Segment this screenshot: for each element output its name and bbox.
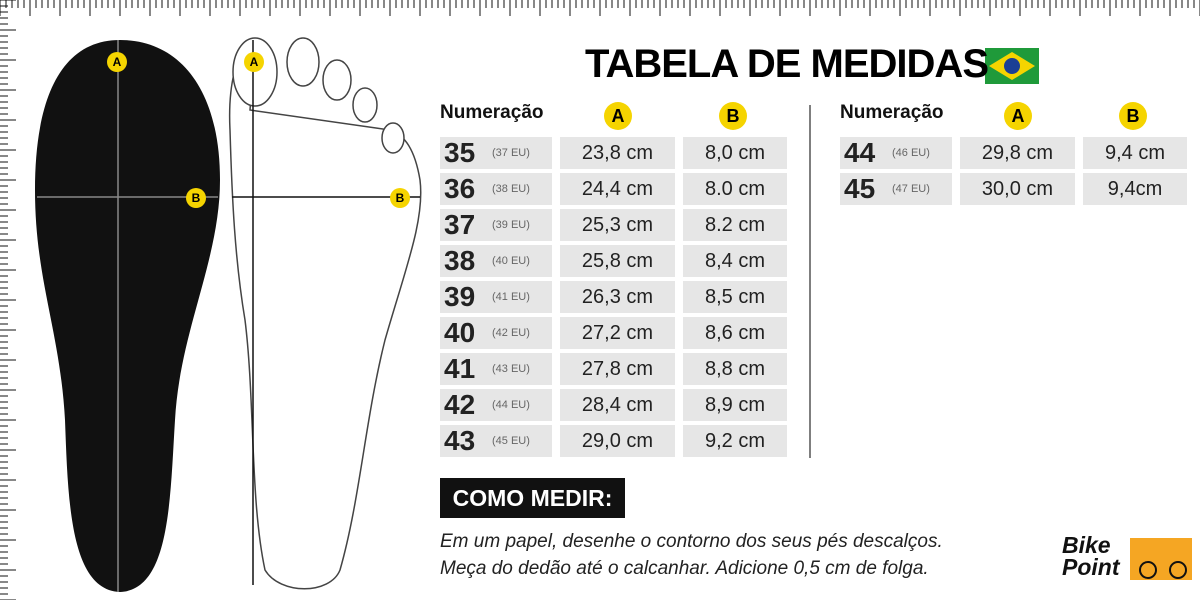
insole bbox=[35, 40, 220, 592]
eu-size: (39 EU) bbox=[492, 219, 530, 231]
width-b: 9,4cm bbox=[1083, 173, 1187, 205]
logo-text: Bike bbox=[1062, 532, 1111, 558]
eu-size: (42 EU) bbox=[492, 327, 530, 339]
size: 36 bbox=[444, 173, 476, 204]
size-cell: 39 (41 EU) bbox=[440, 281, 552, 313]
length-a: 25,3 cm bbox=[560, 209, 675, 241]
size-cell: 43 (45 EU) bbox=[440, 425, 552, 457]
size-cell: 37 (39 EU) bbox=[440, 209, 552, 241]
width-b: 9,4 cm bbox=[1083, 137, 1187, 169]
size-cell: 42 (44 EU) bbox=[440, 389, 552, 421]
title: TABELA DE MEDIDAS bbox=[585, 42, 989, 86]
size: 37 bbox=[444, 209, 476, 240]
column-header: B bbox=[1119, 102, 1147, 130]
size-cell: 35 (37 EU) bbox=[440, 137, 552, 169]
length-a: 23,8 cm bbox=[560, 137, 675, 169]
section-title: COMO MEDIR: bbox=[440, 478, 625, 518]
size: 35 bbox=[444, 137, 476, 168]
width-b: 8.0 cm bbox=[683, 173, 787, 205]
length-a: 27,8 cm bbox=[560, 353, 675, 385]
column-header: A bbox=[604, 102, 632, 130]
toe bbox=[381, 122, 405, 154]
marker-badge: A bbox=[107, 52, 127, 72]
width-b: 8,6 cm bbox=[683, 317, 787, 349]
eu-size: (40 EU) bbox=[492, 255, 530, 267]
foot-outline bbox=[228, 44, 422, 590]
eu-size: (45 EU) bbox=[492, 435, 530, 447]
width-b: 8,4 cm bbox=[683, 245, 787, 277]
instruction: Em um papel, desenhe o contorno dos seus… bbox=[440, 531, 943, 552]
eu-size: (38 EU) bbox=[492, 183, 530, 195]
size-cell: 45 (47 EU) bbox=[840, 173, 952, 205]
size: 43 bbox=[444, 425, 476, 456]
eu-size: (43 EU) bbox=[492, 363, 530, 375]
width-b: 9,2 cm bbox=[683, 425, 787, 457]
size-cell: 44 (46 EU) bbox=[840, 137, 952, 169]
column-header: Numeração bbox=[440, 102, 544, 123]
size-cell: 38 (40 EU) bbox=[440, 245, 552, 277]
width-b: 8.2 cm bbox=[683, 209, 787, 241]
brazil-flag bbox=[985, 48, 1039, 84]
instruction: Meça do dedão até o calcanhar. Adicione … bbox=[440, 558, 929, 579]
column-header: B bbox=[719, 102, 747, 130]
width-b: 8,0 cm bbox=[683, 137, 787, 169]
toe bbox=[286, 37, 320, 87]
size: 40 bbox=[444, 317, 476, 348]
eu-size: (41 EU) bbox=[492, 291, 530, 303]
logo: Bike Point bbox=[1062, 532, 1120, 580]
size-cell: 36 (38 EU) bbox=[440, 173, 552, 205]
size: 39 bbox=[444, 281, 476, 312]
toe bbox=[232, 37, 278, 107]
width-b: 8,8 cm bbox=[683, 353, 787, 385]
eu-size: (37 EU) bbox=[492, 147, 530, 159]
width-b: 8,5 cm bbox=[683, 281, 787, 313]
size-cell: 41 (43 EU) bbox=[440, 353, 552, 385]
marker-badge: A bbox=[244, 52, 264, 72]
marker-badge: B bbox=[186, 188, 206, 208]
length-a: 24,4 cm bbox=[560, 173, 675, 205]
logo-text: Point bbox=[1062, 554, 1120, 580]
length-a: 27,2 cm bbox=[560, 317, 675, 349]
length-a: 25,8 cm bbox=[560, 245, 675, 277]
size: 42 bbox=[444, 389, 476, 420]
toe bbox=[352, 87, 378, 123]
size-cell: 40 (42 EU) bbox=[440, 317, 552, 349]
size: 41 bbox=[444, 353, 476, 384]
length-a: 26,3 cm bbox=[560, 281, 675, 313]
size: 38 bbox=[444, 245, 476, 276]
length-a: 30,0 cm bbox=[960, 173, 1075, 205]
eu-size: (47 EU) bbox=[892, 183, 930, 195]
width-b: 8,9 cm bbox=[683, 389, 787, 421]
logo-mark bbox=[1130, 538, 1192, 580]
eu-size: (46 EU) bbox=[892, 147, 930, 159]
column-header: A bbox=[1004, 102, 1032, 130]
eu-size: (44 EU) bbox=[492, 399, 530, 411]
size: 44 bbox=[844, 137, 876, 168]
length-a: 29,0 cm bbox=[560, 425, 675, 457]
toe bbox=[322, 59, 352, 101]
length-a: 28,4 cm bbox=[560, 389, 675, 421]
size: 45 bbox=[844, 173, 876, 204]
column-header: Numeração bbox=[840, 102, 944, 123]
length-a: 29,8 cm bbox=[960, 137, 1075, 169]
marker-badge: B bbox=[390, 188, 410, 208]
